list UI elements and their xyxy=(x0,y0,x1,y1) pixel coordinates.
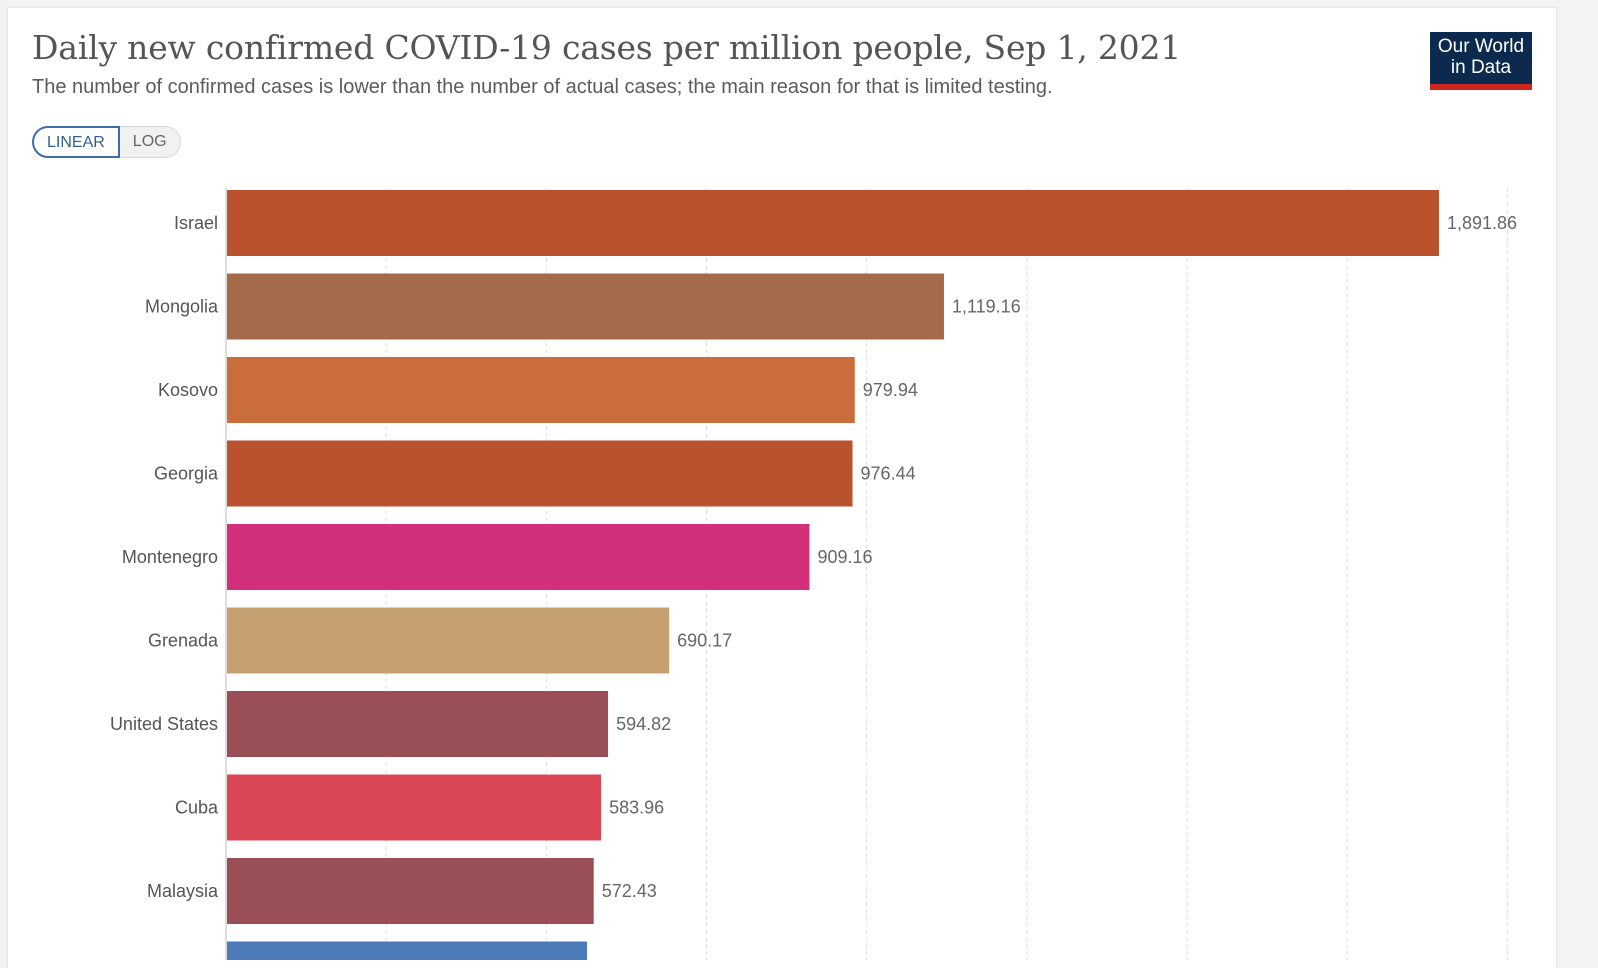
bar-georgia[interactable] xyxy=(227,440,853,507)
bar-kosovo[interactable] xyxy=(227,357,855,423)
log-scale-button[interactable]: LOG xyxy=(119,126,181,158)
bar-montenegro[interactable] xyxy=(227,524,810,590)
bar-mongolia[interactable] xyxy=(227,273,944,340)
owid-logo[interactable]: Our World in Data xyxy=(1430,32,1532,90)
value-label-kosovo: 979.94 xyxy=(863,380,918,400)
category-label-montenegro: Montenegro xyxy=(122,547,218,567)
value-label-israel: 1,891.86 xyxy=(1447,213,1517,233)
category-label-georgia: Georgia xyxy=(154,464,219,484)
category-label-kosovo: Kosovo xyxy=(158,380,218,400)
logo-line-2: in Data xyxy=(1450,57,1512,78)
bar-grenada[interactable] xyxy=(227,607,670,674)
value-label-cuba: 583.96 xyxy=(609,798,664,818)
value-label-montenegro: 909.16 xyxy=(817,547,872,567)
bar-malaysia[interactable] xyxy=(227,858,594,924)
bar-cuba[interactable] xyxy=(227,774,602,841)
bar-israel[interactable] xyxy=(227,190,1439,256)
bar-partial-next[interactable] xyxy=(227,941,587,961)
bar-united-states[interactable] xyxy=(227,691,609,757)
linear-scale-button[interactable]: LINEAR xyxy=(32,126,120,158)
scale-toggle: LINEAR LOG xyxy=(32,126,181,158)
category-label-grenada: Grenada xyxy=(148,631,219,651)
chart-title: Daily new confirmed COVID-19 cases per m… xyxy=(32,28,1182,67)
value-label-united-states: 594.82 xyxy=(616,714,671,734)
logo-line-1: Our World xyxy=(1437,36,1525,57)
value-label-malaysia: 572.43 xyxy=(602,881,657,901)
category-label-israel: Israel xyxy=(174,213,218,233)
category-label-malaysia: Malaysia xyxy=(147,881,219,901)
value-label-grenada: 690.17 xyxy=(677,631,732,651)
chart-subtitle: The number of confirmed cases is lower t… xyxy=(32,76,1053,98)
value-label-mongolia: 1,119.16 xyxy=(952,297,1021,317)
category-label-united-states: United States xyxy=(110,714,218,734)
category-label-cuba: Cuba xyxy=(175,798,219,818)
value-label-georgia: 976.44 xyxy=(861,464,916,484)
category-label-mongolia: Mongolia xyxy=(145,297,219,317)
